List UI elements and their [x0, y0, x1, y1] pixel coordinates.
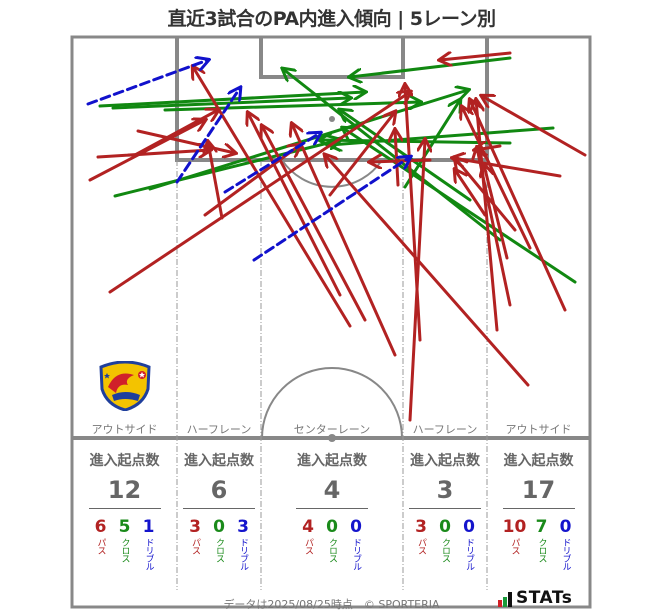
cross-arrow — [111, 98, 350, 110]
entry-count-total: 17 — [521, 476, 556, 504]
pass-arrow — [208, 142, 224, 220]
lane-label-center: センターレーン — [293, 423, 371, 436]
cross-label: クロス — [440, 538, 450, 562]
cross-label: クロス — [214, 538, 224, 562]
pass-label: パス — [190, 538, 200, 554]
cross-arrow — [343, 128, 577, 284]
dribble-arrow — [86, 60, 208, 106]
dribble-arrow — [223, 133, 320, 194]
entry-count-heading: 進入起点数 — [410, 453, 480, 469]
pass-arrow — [292, 124, 397, 357]
divider — [183, 508, 255, 509]
pass-count: 3 — [189, 517, 201, 537]
pass-count: 3 — [415, 517, 427, 537]
dribble-label: ドリブル — [560, 538, 571, 570]
pass-arrow — [395, 130, 398, 187]
pass-arrow — [108, 92, 410, 294]
pass-arrow — [470, 100, 567, 312]
entry-count-total: 4 — [323, 476, 341, 504]
pass-arrow — [462, 107, 532, 250]
cross-label: クロス — [327, 538, 337, 562]
stats-bars-icon — [498, 592, 512, 607]
entry-arrows — [86, 53, 587, 422]
dribble-arrow — [175, 88, 240, 184]
dribble-arrow — [252, 157, 410, 262]
cross-arrow — [283, 69, 502, 242]
pass-label: パス — [509, 538, 520, 554]
team-crest-icon — [99, 361, 151, 411]
cross-count: 7 — [535, 517, 548, 537]
pitch-border — [70, 35, 592, 609]
pass-count: 10 — [502, 517, 527, 537]
entry-count-total: 3 — [436, 476, 454, 504]
pass-count: 6 — [94, 517, 107, 537]
pass-arrow — [482, 96, 587, 157]
cross-label: クロス — [536, 538, 547, 562]
divider — [502, 508, 575, 509]
entry-count-heading: 進入起点数 — [184, 453, 254, 469]
entry-count-total: 6 — [210, 476, 228, 504]
pass-arrow — [325, 155, 530, 387]
pass-arrow — [408, 140, 425, 422]
pass-arrow — [440, 53, 512, 60]
dribble-label: ドリブル — [143, 538, 154, 570]
centre-spot — [328, 434, 336, 442]
dribble-count: 3 — [237, 517, 249, 537]
cross-arrow — [350, 56, 512, 77]
dribble-count: 0 — [350, 517, 362, 537]
centre-circle — [261, 367, 403, 439]
goal-area — [259, 37, 405, 79]
cross-count: 0 — [213, 517, 225, 537]
penalty-spot — [329, 116, 335, 122]
lane-stats-outside-right: 進入起点数 17 10 パス 7 クロス 0 ドリブル — [487, 450, 590, 570]
pass-label: パス — [303, 538, 313, 554]
pass-label: パス — [95, 538, 106, 554]
pass-arrow — [455, 170, 487, 217]
entry-count-heading: 進入起点数 — [297, 453, 367, 469]
pass-arrow — [136, 129, 235, 153]
entry-count-total: 12 — [107, 476, 142, 504]
pass-arrow — [133, 110, 218, 157]
stats-logo: STATs — [498, 590, 572, 607]
pass-count: 4 — [302, 517, 314, 537]
pass-arrow — [96, 150, 210, 159]
dribble-count: 0 — [559, 517, 572, 537]
data-credit: データは2025/08/25時点 © SPORTERIA — [223, 598, 440, 611]
entry-count-heading: 進入起点数 — [89, 453, 160, 469]
stats-logo-text: STATs — [516, 588, 573, 608]
lane-stats-halfspace-left: 進入起点数 6 3 パス 0 クロス 3 ドリブル — [177, 450, 261, 570]
lane-label-outside-left: アウトサイド — [91, 423, 158, 436]
lane-label-outside-right: アウトサイド — [505, 423, 572, 436]
lane-stats-halfspace-right: 進入起点数 3 3 パス 0 クロス 0 ドリブル — [403, 450, 487, 570]
pass-arrow — [203, 145, 300, 217]
pass-arrow — [484, 165, 509, 260]
divider — [296, 508, 368, 509]
lane-label-halfspace-left: ハーフレーン — [186, 423, 252, 436]
chart-title: 直近3試合のPA内進入傾向 | 5レーン別 — [167, 8, 496, 30]
dribble-label: ドリブル — [351, 538, 361, 570]
divider — [409, 508, 481, 509]
dribble-count: 0 — [463, 517, 475, 537]
dribble-label: ドリブル — [238, 538, 248, 570]
divider — [88, 508, 161, 509]
pass-arrow — [370, 160, 432, 162]
lane-label-halfspace-right: ハーフレーン — [412, 423, 478, 436]
dribble-label: ドリブル — [464, 538, 474, 570]
dribble-count: 1 — [142, 517, 155, 537]
pass-arrow — [475, 146, 502, 150]
cross-count: 5 — [118, 517, 131, 537]
pass-label: パス — [416, 538, 426, 554]
pass-arrow — [328, 112, 395, 197]
cross-count: 0 — [439, 517, 451, 537]
cross-count: 0 — [326, 517, 338, 537]
entry-count-heading: 進入起点数 — [503, 453, 574, 469]
pass-arrow — [88, 120, 205, 182]
pass-arrow — [248, 113, 342, 297]
lane-stats-outside-left: 進入起点数 12 6 パス 5 クロス 1 ドリブル — [72, 450, 177, 570]
cross-label: クロス — [119, 538, 130, 562]
lane-stats-center: 進入起点数 4 4 パス 0 クロス 0 ドリブル — [261, 450, 403, 570]
